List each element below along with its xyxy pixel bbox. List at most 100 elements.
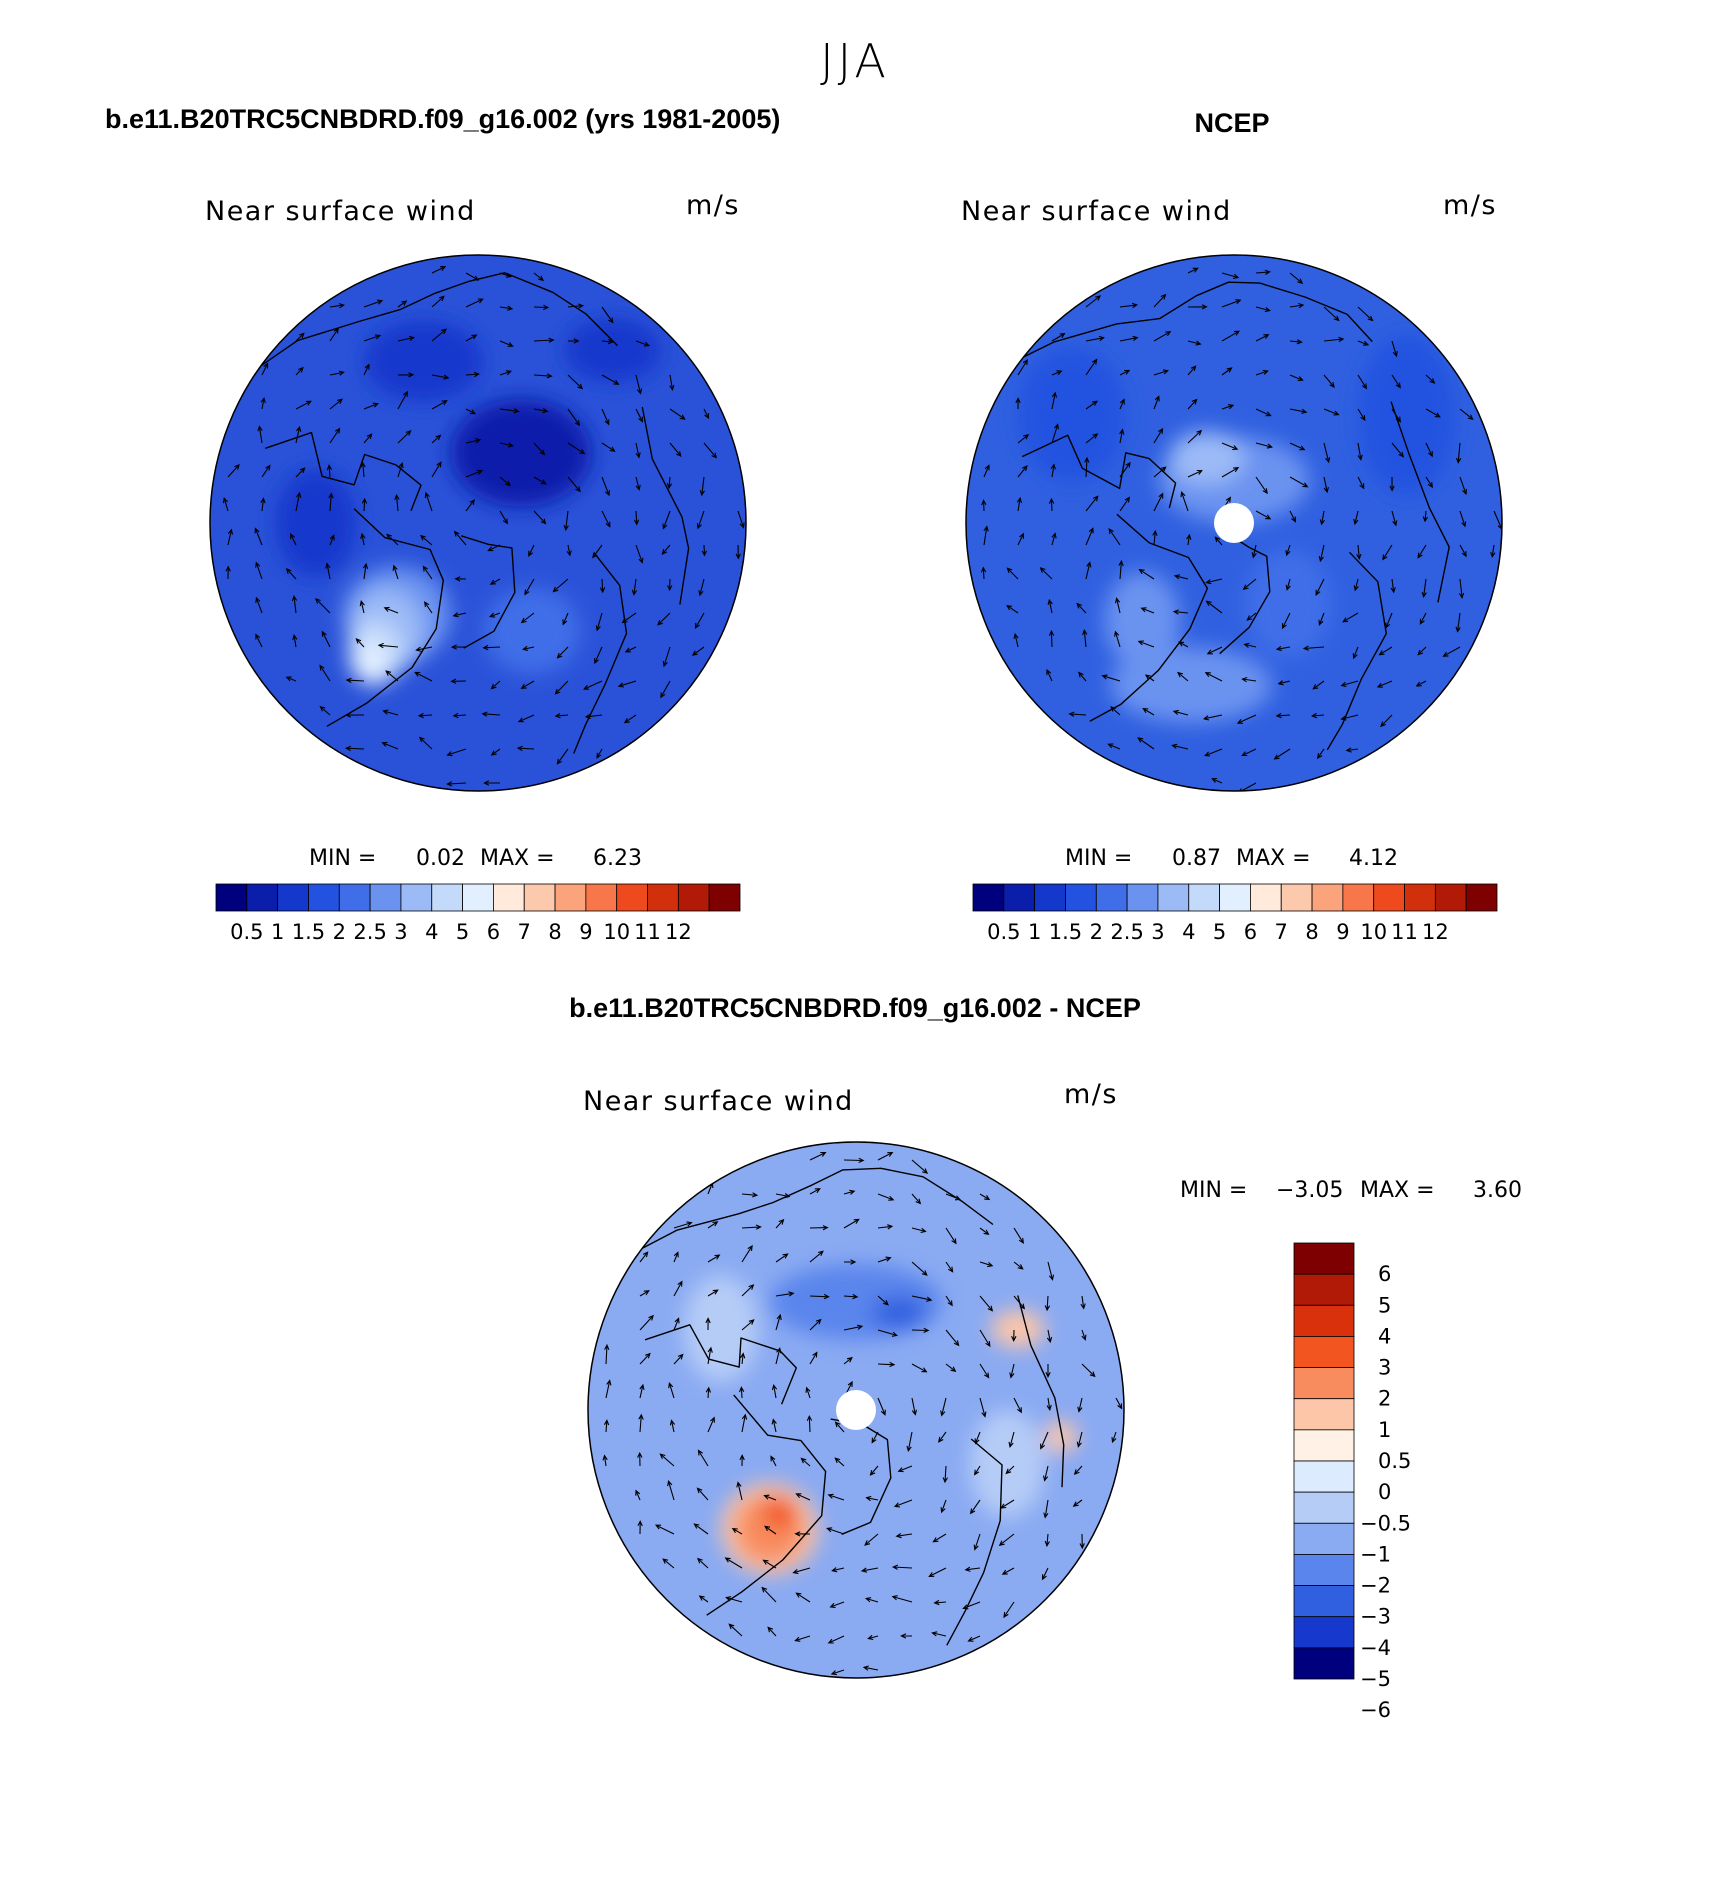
colorbar-swatch bbox=[493, 883, 525, 912]
wind-arrow bbox=[255, 561, 263, 580]
wind-arrow bbox=[1285, 544, 1291, 557]
colorbar-swatch bbox=[647, 883, 679, 912]
wind-arrow bbox=[869, 1465, 879, 1476]
wind-arrow bbox=[775, 1218, 785, 1229]
wind-arrow bbox=[1187, 340, 1202, 346]
wind-arrow bbox=[1323, 408, 1340, 416]
colorbar-tick-label: −4 bbox=[1360, 1636, 1391, 1660]
wind-arrow bbox=[567, 408, 581, 427]
wind-arrow bbox=[669, 374, 675, 392]
wind-arrow bbox=[1017, 434, 1030, 444]
wind-arrow bbox=[673, 1353, 684, 1365]
wind-arrow bbox=[1206, 646, 1223, 655]
wind-arrow bbox=[900, 1633, 913, 1639]
wind-arrow bbox=[1076, 1431, 1083, 1448]
wind-arrow bbox=[877, 1397, 886, 1416]
wind-arrow bbox=[499, 476, 511, 487]
wind-arrow bbox=[639, 1290, 650, 1297]
wind-arrow bbox=[1041, 1567, 1049, 1581]
wind-arrow bbox=[764, 1525, 777, 1535]
wind-arrow bbox=[1455, 612, 1461, 633]
wind-arrow bbox=[1137, 737, 1155, 750]
wind-arrow bbox=[1048, 497, 1055, 512]
wind-arrow bbox=[830, 1669, 845, 1676]
wind-arrow bbox=[775, 1291, 795, 1297]
wind-arrow bbox=[979, 1363, 990, 1379]
wind-arrow bbox=[1323, 476, 1329, 494]
wind-arrow bbox=[419, 534, 433, 546]
wind-arrow bbox=[592, 544, 603, 559]
colorbar-swatch bbox=[246, 883, 279, 912]
wind-arrow bbox=[1187, 267, 1199, 274]
wind-arrow bbox=[360, 461, 366, 478]
wind-arrow bbox=[295, 425, 302, 444]
colorbar-tick-label: 0.5 bbox=[1378, 1449, 1411, 1473]
wind-arrow bbox=[1171, 743, 1189, 750]
model-min-value: 0.02 bbox=[416, 846, 465, 871]
wind-arrow bbox=[1241, 748, 1257, 757]
wind-arrow bbox=[552, 578, 569, 593]
wind-arrow bbox=[227, 463, 240, 478]
wind-arrow bbox=[639, 1251, 649, 1263]
colorbar-swatch bbox=[1126, 883, 1159, 912]
wind-arrow bbox=[1187, 304, 1208, 310]
diff-min-label: MIN = bbox=[1180, 1178, 1248, 1203]
wind-arrow bbox=[285, 676, 297, 682]
wind-arrow bbox=[843, 1293, 859, 1300]
wind-arrow bbox=[1221, 467, 1240, 478]
wind-arrow bbox=[725, 1596, 743, 1603]
wind-arrow bbox=[979, 1227, 990, 1236]
colorbar-tick-label: 1.5 bbox=[292, 920, 325, 944]
wind-arrow bbox=[669, 1419, 676, 1433]
wind-arrow bbox=[667, 1479, 675, 1501]
wind-arrow bbox=[635, 408, 643, 423]
wind-arrow bbox=[1221, 404, 1235, 410]
colorbar-swatch bbox=[1293, 1554, 1355, 1586]
wind-arrow bbox=[499, 305, 514, 311]
contour-patch bbox=[483, 587, 581, 675]
obs-panel-title: NCEP bbox=[1194, 108, 1270, 138]
wind-arrow bbox=[1490, 544, 1496, 559]
model-colorbar: 0.5 1 1.5 2 2.5 3 4 5 6 7 8 9 10 11 12 bbox=[215, 883, 741, 944]
colorbar-tick-label: 11 bbox=[1391, 920, 1418, 944]
coastline bbox=[1326, 551, 1387, 751]
wind-arrow bbox=[362, 562, 369, 580]
wind-arrow bbox=[255, 633, 263, 648]
model-polar-map bbox=[209, 254, 747, 792]
wind-arrow bbox=[1119, 428, 1125, 444]
wind-arrow bbox=[499, 272, 512, 278]
wind-arrow bbox=[1082, 628, 1088, 648]
colorbar-tick-label: 3 bbox=[1378, 1356, 1391, 1380]
wind-arrow bbox=[1073, 1465, 1083, 1476]
wind-arrow bbox=[487, 544, 501, 552]
obs-units-label: m/s bbox=[1443, 190, 1497, 221]
wind-arrow bbox=[424, 491, 433, 512]
wind-arrow bbox=[1008, 1431, 1015, 1449]
wind-arrow bbox=[601, 306, 614, 324]
coastline bbox=[1089, 513, 1209, 722]
wind-arrow bbox=[1342, 612, 1359, 623]
wind-arrow bbox=[595, 612, 603, 632]
wind-arrow bbox=[707, 1254, 721, 1263]
wind-arrow bbox=[377, 642, 399, 649]
wind-arrow bbox=[483, 780, 500, 786]
wind-arrow bbox=[1391, 442, 1405, 458]
wind-arrow bbox=[809, 1351, 818, 1365]
wind-arrow bbox=[736, 1481, 743, 1501]
wind-arrow bbox=[1221, 330, 1240, 342]
wind-arrow bbox=[1289, 374, 1304, 382]
wind-arrow bbox=[1078, 671, 1087, 682]
wind-arrow bbox=[417, 712, 433, 719]
wind-arrow bbox=[397, 430, 412, 444]
wind-arrow bbox=[344, 745, 365, 752]
wind-arrow bbox=[465, 438, 482, 444]
wind-arrow bbox=[1013, 1261, 1024, 1270]
colorbar-swatch bbox=[1188, 883, 1220, 912]
wind-arrow bbox=[431, 266, 447, 274]
model-max-label: MAX = bbox=[480, 846, 555, 871]
wind-arrow bbox=[981, 499, 987, 512]
wind-arrow bbox=[1072, 1499, 1083, 1507]
wind-arrow bbox=[345, 677, 365, 683]
map-field bbox=[966, 255, 1502, 791]
coastlines bbox=[1000, 281, 1450, 751]
